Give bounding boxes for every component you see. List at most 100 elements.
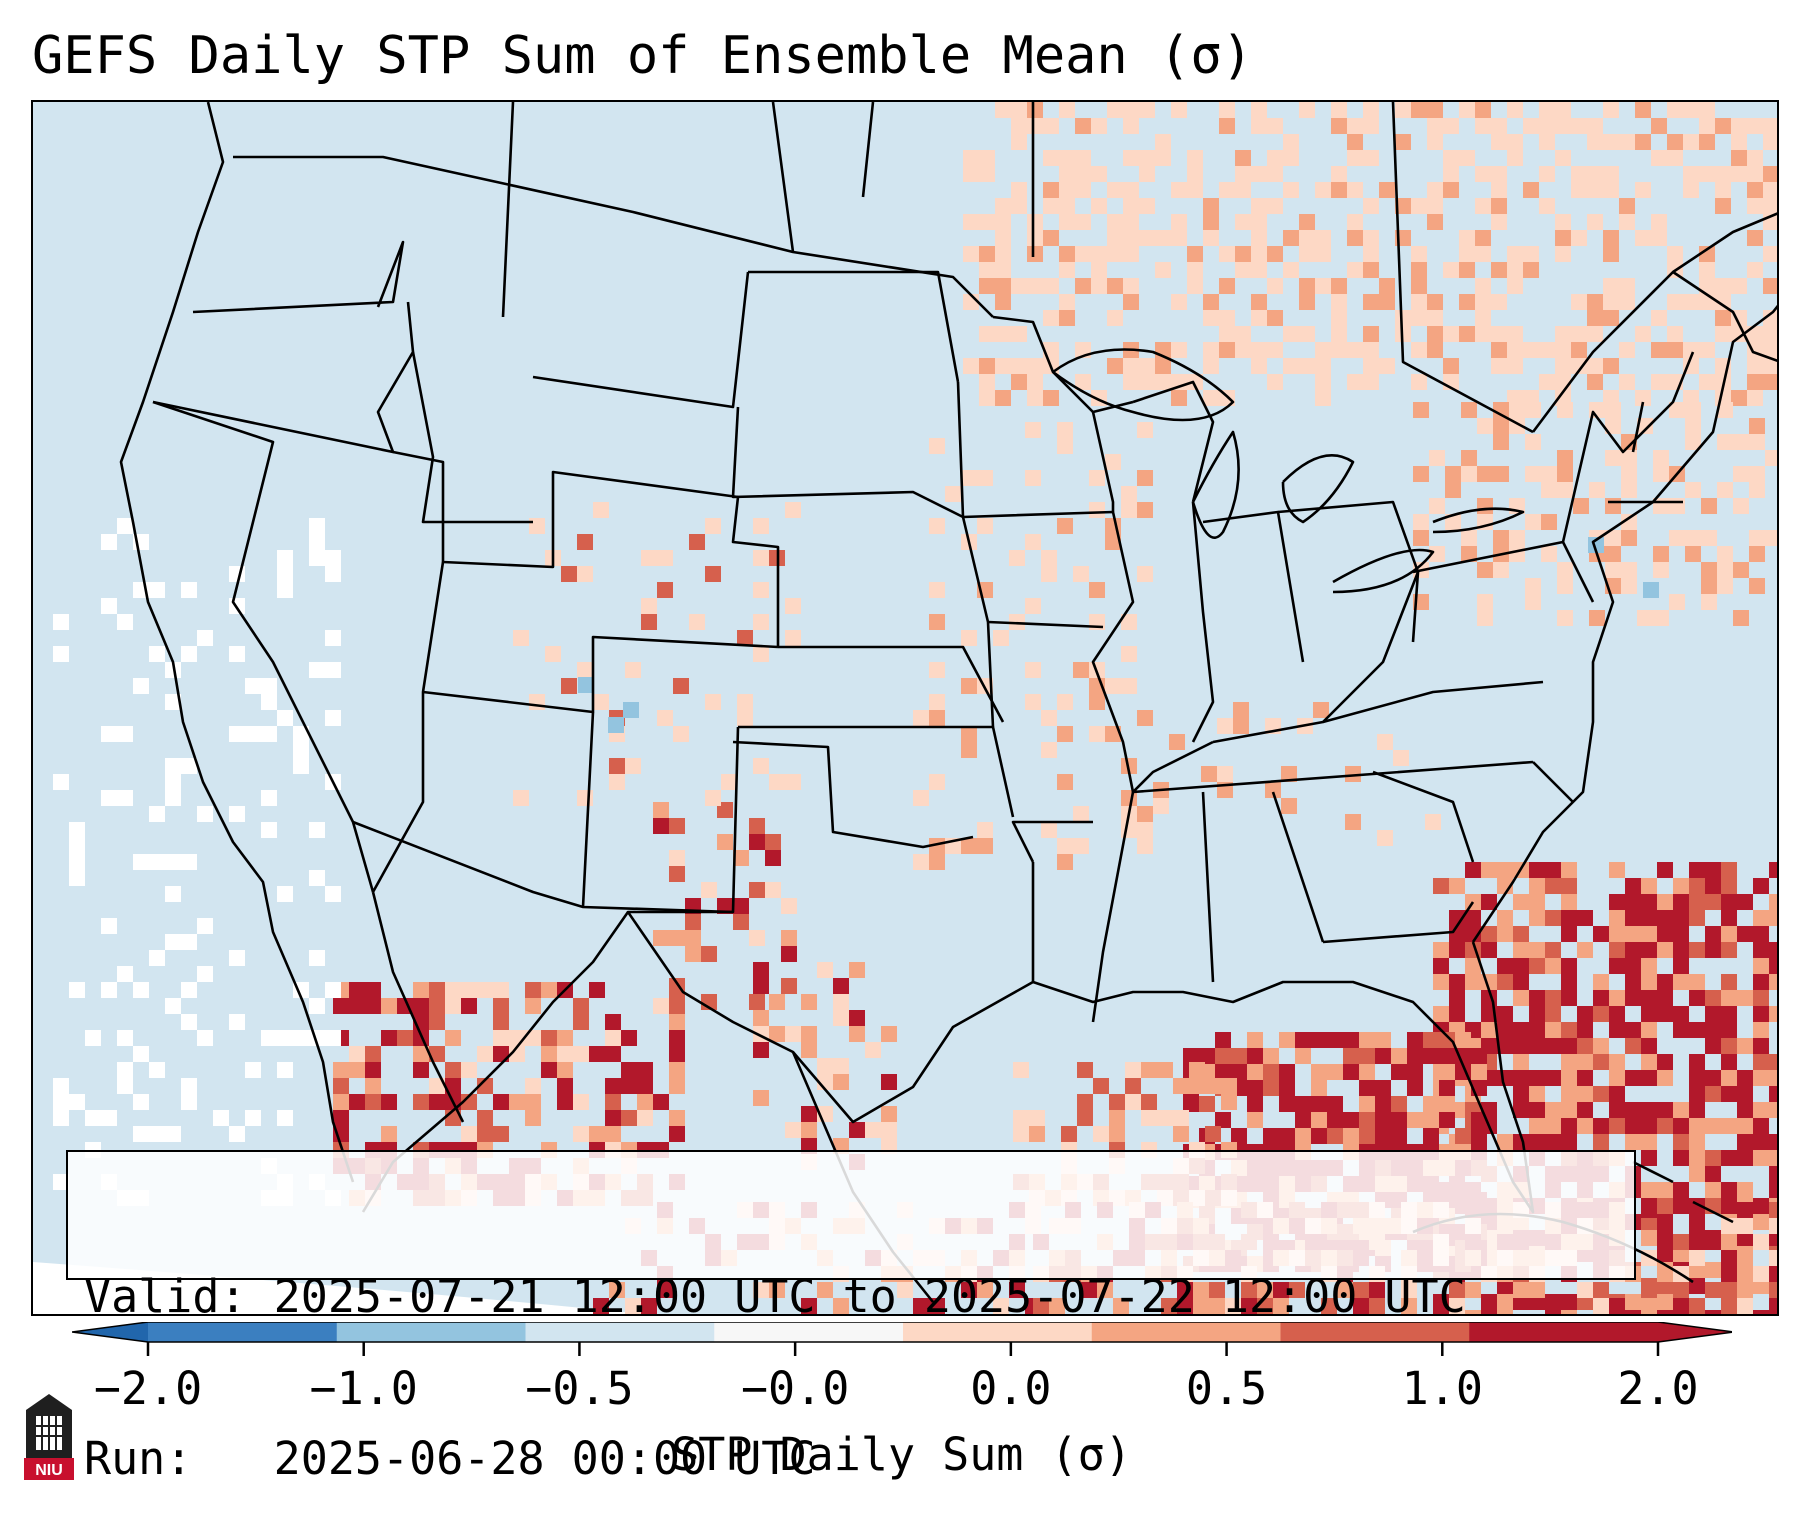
- stp-cell: [1475, 326, 1491, 342]
- stp-cell: [1737, 1282, 1753, 1298]
- stp-cell: [309, 998, 325, 1014]
- stp-cell: [1107, 278, 1123, 294]
- ut-az-co: [422, 635, 779, 714]
- stp-cell: [1753, 958, 1769, 974]
- stp-cell: [1701, 578, 1717, 594]
- stp-cell: [1443, 118, 1459, 134]
- stp-cell: [1155, 134, 1171, 150]
- stp-cell: [461, 1094, 477, 1110]
- stp-cell: [1013, 1062, 1029, 1078]
- stp-cell: [165, 1126, 181, 1142]
- stp-cell: [1379, 294, 1395, 310]
- stp-cell: [1359, 1032, 1375, 1048]
- stp-cell: [979, 358, 995, 374]
- stp-cell: [1427, 326, 1443, 342]
- stp-cell: [573, 1014, 589, 1030]
- stp-cell: [1235, 246, 1251, 262]
- stp-cell: [309, 662, 325, 678]
- stp-cell: [1449, 990, 1465, 1006]
- stp-cell: [1717, 402, 1733, 418]
- stp-cell: [557, 1062, 573, 1078]
- stp-cell: [1267, 166, 1283, 182]
- stp-cell: [1241, 1298, 1257, 1314]
- stp-cell: [1477, 594, 1493, 610]
- stp-cell: [1561, 1038, 1577, 1054]
- stp-cell: [1429, 546, 1445, 562]
- stp-cell: [1651, 342, 1667, 358]
- stp-cell: [1471, 1064, 1487, 1080]
- stp-cell: [1363, 342, 1379, 358]
- stp-cell: [1673, 1022, 1689, 1038]
- stp-cell: [589, 982, 605, 998]
- stp-cell: [1157, 1110, 1173, 1126]
- stp-cell: [1427, 214, 1443, 230]
- stp-cell: [1041, 822, 1057, 838]
- stp-cell: [1461, 450, 1477, 466]
- stp-cell: [53, 1174, 69, 1190]
- stp-cell: [1717, 546, 1733, 562]
- stp-cell: [1641, 1150, 1657, 1166]
- stp-cell: [1507, 358, 1523, 374]
- stp-cell: [1033, 1298, 1049, 1314]
- stp-cell: [1139, 230, 1155, 246]
- stp-cell: [1109, 1126, 1125, 1142]
- stp-cell: [1513, 1282, 1529, 1298]
- stp-cell: [1619, 214, 1635, 230]
- stp-cell: [1459, 326, 1475, 342]
- stp-cell: [1093, 1126, 1109, 1142]
- stp-cell: [1011, 118, 1027, 134]
- mt-wy-border: [532, 271, 750, 409]
- stp-cell: [1529, 942, 1545, 958]
- stp-cell: [261, 694, 277, 710]
- stp-cell: [1153, 798, 1169, 814]
- stp-cell: [1529, 1070, 1545, 1086]
- stp-cell: [101, 598, 117, 614]
- stp-cell: [1331, 278, 1347, 294]
- stp-cell: [1475, 198, 1491, 214]
- stp-cell: [1433, 878, 1449, 894]
- stp-cell: [1683, 342, 1699, 358]
- stp-cell: [1667, 342, 1683, 358]
- stp-cell: [1263, 1080, 1279, 1096]
- stp-cell: [493, 1094, 509, 1110]
- stp-cell: [1561, 990, 1577, 1006]
- stp-cell: [1481, 1310, 1497, 1314]
- stp-cell: [1689, 1166, 1705, 1182]
- stp-cell: [1363, 150, 1379, 166]
- stp-cell: [977, 822, 993, 838]
- stp-cell: [625, 758, 641, 774]
- stp-cell: [593, 694, 609, 710]
- stp-cell: [365, 982, 381, 998]
- stp-cell: [1657, 1214, 1673, 1230]
- stp-cell: [1407, 1080, 1423, 1096]
- stp-cell: [1235, 214, 1251, 230]
- stp-cell: [1411, 374, 1427, 390]
- stp-cell: [1561, 926, 1577, 942]
- stp-cell: [1715, 182, 1731, 198]
- stp-cell: [1717, 482, 1733, 498]
- stp-cell: [1013, 1110, 1029, 1126]
- stp-cell: [1641, 1054, 1657, 1070]
- stp-cell: [101, 918, 117, 934]
- stp-cell: [1107, 182, 1123, 198]
- stp-cell: [1251, 166, 1267, 182]
- stp-cell: [1497, 1294, 1513, 1310]
- stp-cell: [445, 1078, 461, 1094]
- stp-cell: [461, 1062, 477, 1078]
- stp-cell: [1769, 958, 1777, 974]
- stp-cell: [1433, 1006, 1449, 1022]
- stp-cell: [653, 818, 669, 834]
- stp-cell: [1203, 358, 1219, 374]
- stp-cell: [1263, 1128, 1279, 1144]
- stp-cell: [493, 1046, 509, 1062]
- stp-cell: [1769, 1218, 1777, 1234]
- stp-cell: [1247, 1112, 1263, 1128]
- stp-cell: [1689, 1250, 1705, 1266]
- stp-cell: [429, 998, 445, 1014]
- stp-cell: [325, 982, 341, 998]
- stp-cell: [1187, 278, 1203, 294]
- stp-cell: [1251, 214, 1267, 230]
- stp-cell: [1449, 1006, 1465, 1022]
- stp-cell: [1577, 1054, 1593, 1070]
- stp-cell: [365, 1094, 381, 1110]
